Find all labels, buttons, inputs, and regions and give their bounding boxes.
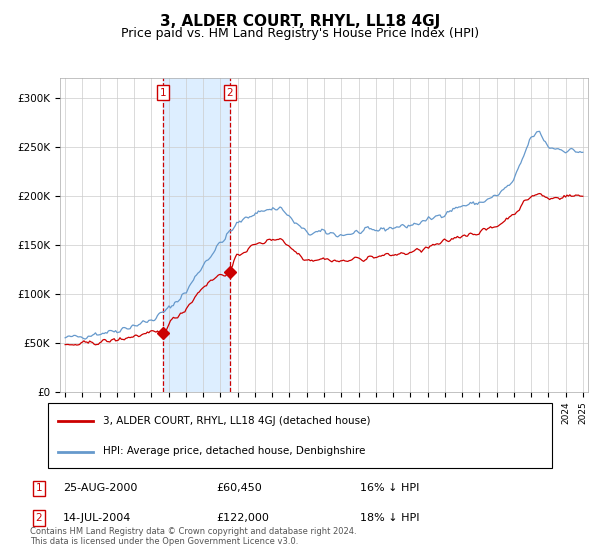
Text: HPI: Average price, detached house, Denbighshire: HPI: Average price, detached house, Denb… [103,446,366,456]
Text: 2: 2 [35,513,43,523]
Text: £60,450: £60,450 [216,483,262,493]
Text: 3, ALDER COURT, RHYL, LL18 4GJ (detached house): 3, ALDER COURT, RHYL, LL18 4GJ (detached… [103,416,371,426]
Text: 1: 1 [160,87,166,97]
Bar [163,78,230,392]
Text: Price paid vs. HM Land Registry's House Price Index (HPI): Price paid vs. HM Land Registry's House … [121,27,479,40]
Text: 16% ↓ HPI: 16% ↓ HPI [360,483,419,493]
Text: £122,000: £122,000 [216,513,269,523]
Text: 18% ↓ HPI: 18% ↓ HPI [360,513,419,523]
FancyBboxPatch shape [48,403,552,468]
Text: Contains HM Land Registry data © Crown copyright and database right 2024.
This d: Contains HM Land Registry data © Crown c… [30,526,356,546]
Text: 3, ALDER COURT, RHYL, LL18 4GJ: 3, ALDER COURT, RHYL, LL18 4GJ [160,14,440,29]
Text: 14-JUL-2004: 14-JUL-2004 [63,513,131,523]
Text: 25-AUG-2000: 25-AUG-2000 [63,483,137,493]
Text: 2: 2 [226,87,233,97]
Text: 1: 1 [35,483,43,493]
